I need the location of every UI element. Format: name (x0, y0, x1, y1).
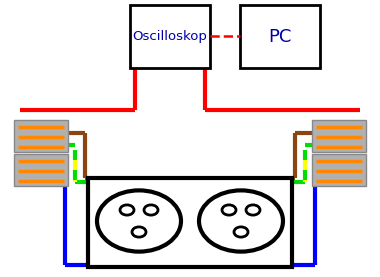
Bar (240, 5, 320, 68)
Bar (130, 5, 210, 68)
Circle shape (144, 205, 158, 215)
Bar (312, 154, 366, 186)
Bar (14, 120, 68, 152)
Bar (14, 154, 68, 186)
Circle shape (120, 205, 134, 215)
Bar (88, 178, 292, 267)
Circle shape (246, 205, 260, 215)
Circle shape (199, 190, 283, 252)
Circle shape (132, 227, 146, 237)
Text: PC: PC (268, 27, 292, 45)
Bar (312, 120, 366, 152)
Circle shape (97, 190, 181, 252)
Text: Oscilloskop: Oscilloskop (133, 30, 207, 43)
Circle shape (234, 227, 248, 237)
Circle shape (222, 205, 236, 215)
